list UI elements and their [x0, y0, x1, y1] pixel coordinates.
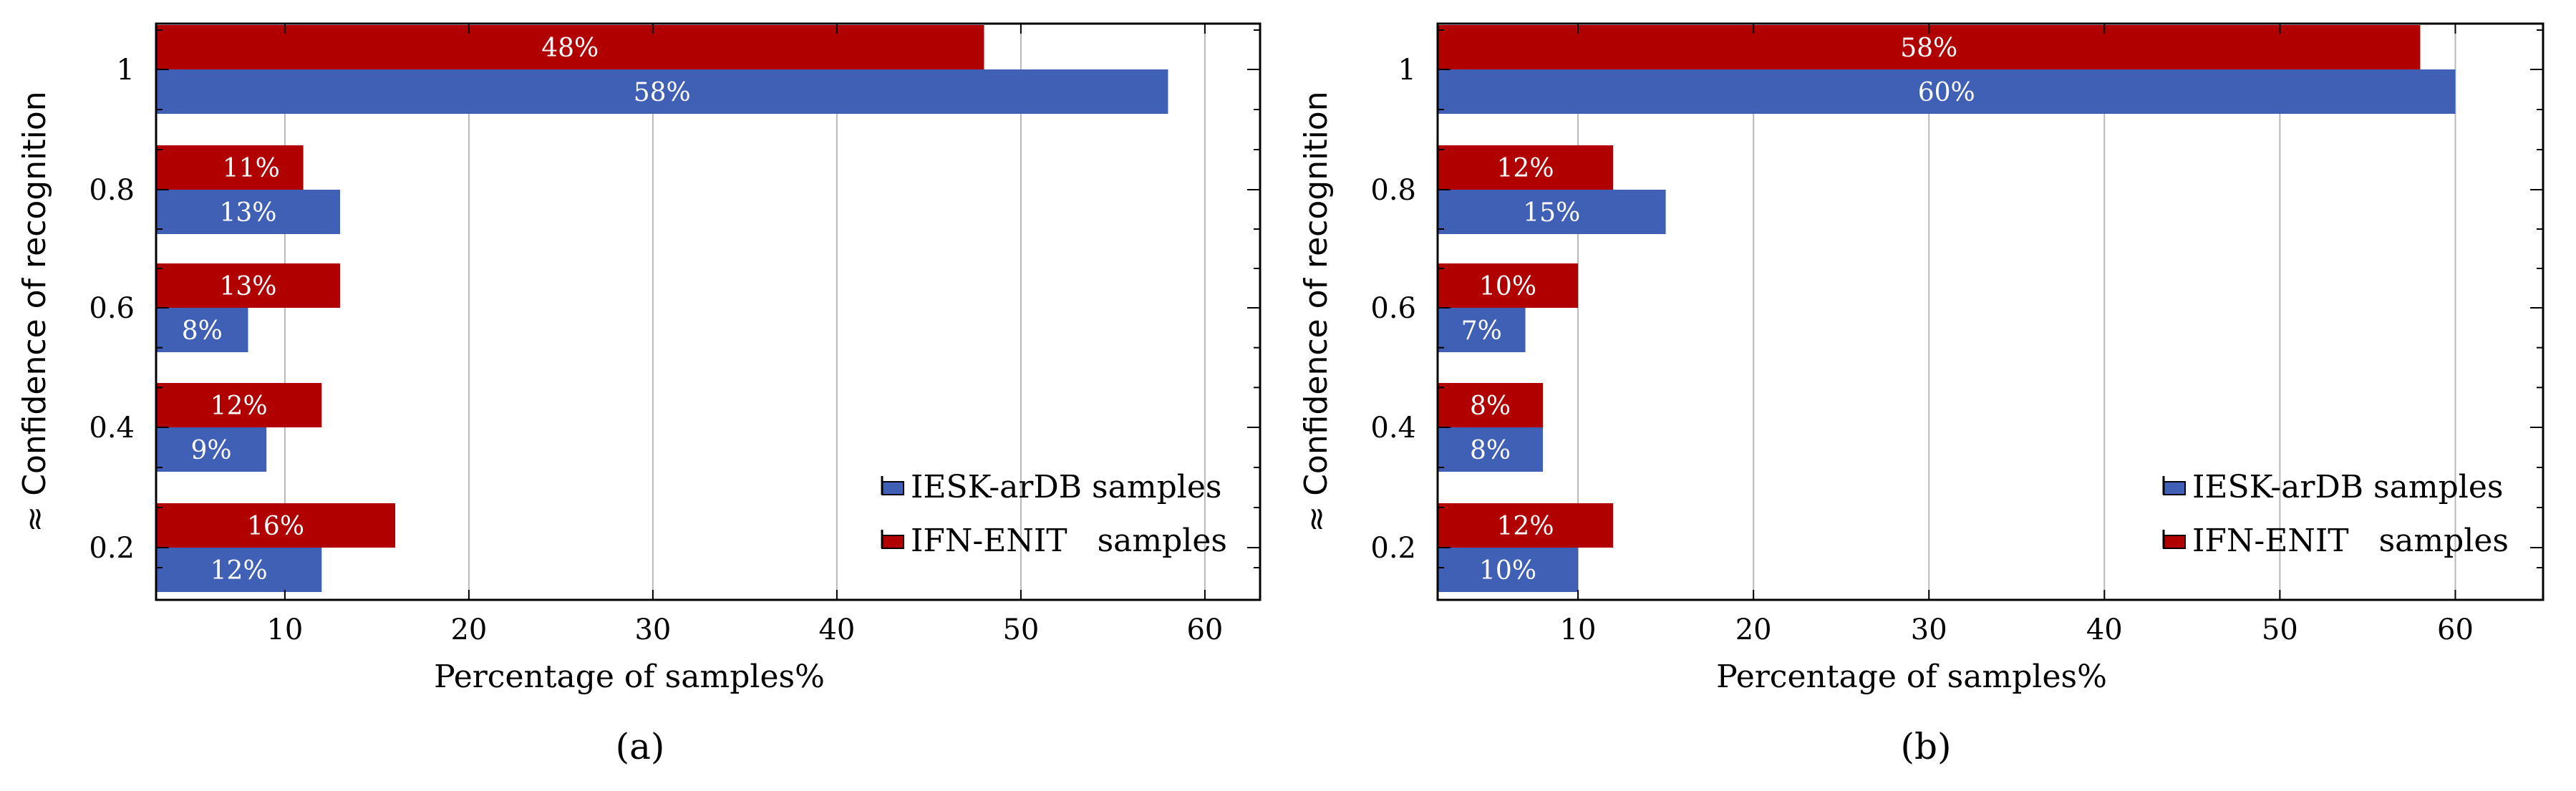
bar: [1438, 548, 1579, 592]
x-tick-label: 50: [1002, 613, 1039, 646]
y-tick-label: 0.4: [1370, 412, 1416, 445]
x-tick-label: 40: [818, 613, 855, 646]
legend-label: IESK-arDB samples: [2192, 469, 2503, 505]
y-tick-label: 1: [1398, 54, 1416, 87]
bar-data-label: 58%: [1900, 34, 1957, 63]
bar-data-label: 16%: [247, 512, 304, 541]
legend-label: IFN-ENIT samples: [2192, 523, 2509, 559]
y-tick-label: 0.6: [1370, 292, 1416, 325]
bar: [156, 548, 322, 592]
bar-data-label: 13%: [219, 198, 276, 228]
legend-swatch: [2163, 535, 2186, 549]
y-tick-label: 0.4: [89, 412, 135, 445]
bar-data-label: 7%: [1461, 316, 1502, 346]
x-axis-title: Percentage of samples%: [1716, 659, 2107, 695]
panel-label: (a): [616, 726, 665, 767]
bar: [156, 503, 396, 548]
bar-data-label: 11%: [223, 154, 280, 183]
x-tick-label: 50: [2262, 613, 2298, 646]
y-axis-title: ≈ Confidence of recognition: [16, 91, 53, 532]
chart-panel-b: 10% 8% 7% 15% 60% 12% 8% 10% 12% 58% 10 20 30 40 50 60 0…: [1298, 22, 2544, 767]
bar: [1438, 145, 1614, 190]
bar: [156, 263, 340, 308]
x-tick-label: 10: [1560, 613, 1597, 646]
x-tick-label: 60: [1186, 613, 1223, 646]
bar: [1438, 383, 1544, 427]
bar-data-label: 8%: [1470, 436, 1511, 465]
y-tick-label: 0.6: [89, 292, 135, 325]
bar: [1438, 427, 1544, 472]
x-tick-label: 30: [634, 613, 671, 646]
bar: [156, 145, 304, 190]
x-tick-label: 40: [2086, 613, 2123, 646]
x-tick-label: 60: [2437, 613, 2474, 646]
y-axis-title: ≈ Confidence of recognition: [1298, 91, 1335, 532]
x-tick-label: 10: [266, 613, 303, 646]
plot-frame: [155, 22, 1262, 601]
bar-data-label: 8%: [182, 316, 223, 346]
bar-data-label: 58%: [634, 78, 691, 107]
bar: [156, 427, 267, 472]
bar: [1438, 308, 1526, 352]
legend-label: IFN-ENIT samples: [911, 523, 1227, 559]
y-tick-label: 0.8: [1370, 174, 1416, 207]
bar-data-label: 10%: [1479, 272, 1536, 301]
plot-frame: [1436, 22, 2544, 601]
bar: [1438, 263, 1579, 308]
bar-data-label: 8%: [1470, 392, 1511, 421]
bar-data-label: 12%: [1497, 512, 1554, 541]
bar: [1438, 503, 1614, 548]
bar: [156, 69, 1168, 114]
chart-panel-a: 12% 9% 8% 13% 58% 16% 12% 13% 11% 48% 10 20 30 40 50 60…: [16, 22, 1262, 767]
bar-data-label: 48%: [541, 34, 599, 63]
legend-swatch: [881, 535, 904, 549]
bar: [1438, 69, 2456, 114]
bar-data-label: 12%: [1497, 154, 1554, 183]
panel-label: (b): [1900, 726, 1951, 767]
bar: [1438, 190, 1666, 234]
bar-data-label: 15%: [1523, 198, 1580, 228]
y-tick-label: 0.2: [89, 532, 135, 565]
y-tick-label: 0.2: [1370, 532, 1416, 565]
bar-data-label: 10%: [1479, 556, 1536, 586]
y-tick-label: 0.8: [89, 174, 135, 207]
bar-data-label: 60%: [1918, 78, 1975, 107]
legend-swatch: [2163, 481, 2186, 495]
x-tick-label: 20: [450, 613, 487, 646]
bar-data-label: 9%: [191, 436, 232, 465]
legend-label: IESK-arDB samples: [911, 469, 1221, 505]
x-axis-title: Percentage of samples%: [434, 659, 825, 695]
x-tick-label: 30: [1911, 613, 1947, 646]
x-tick-label: 20: [1735, 613, 1772, 646]
bar-data-label: 13%: [219, 272, 276, 301]
bar: [156, 190, 340, 234]
bar: [156, 25, 984, 69]
bar-data-label: 12%: [210, 556, 268, 586]
bar: [156, 383, 322, 427]
bar: [156, 308, 248, 352]
bar-data-label: 12%: [210, 392, 268, 421]
y-tick-label: 1: [117, 54, 135, 87]
legend-swatch: [881, 481, 904, 495]
